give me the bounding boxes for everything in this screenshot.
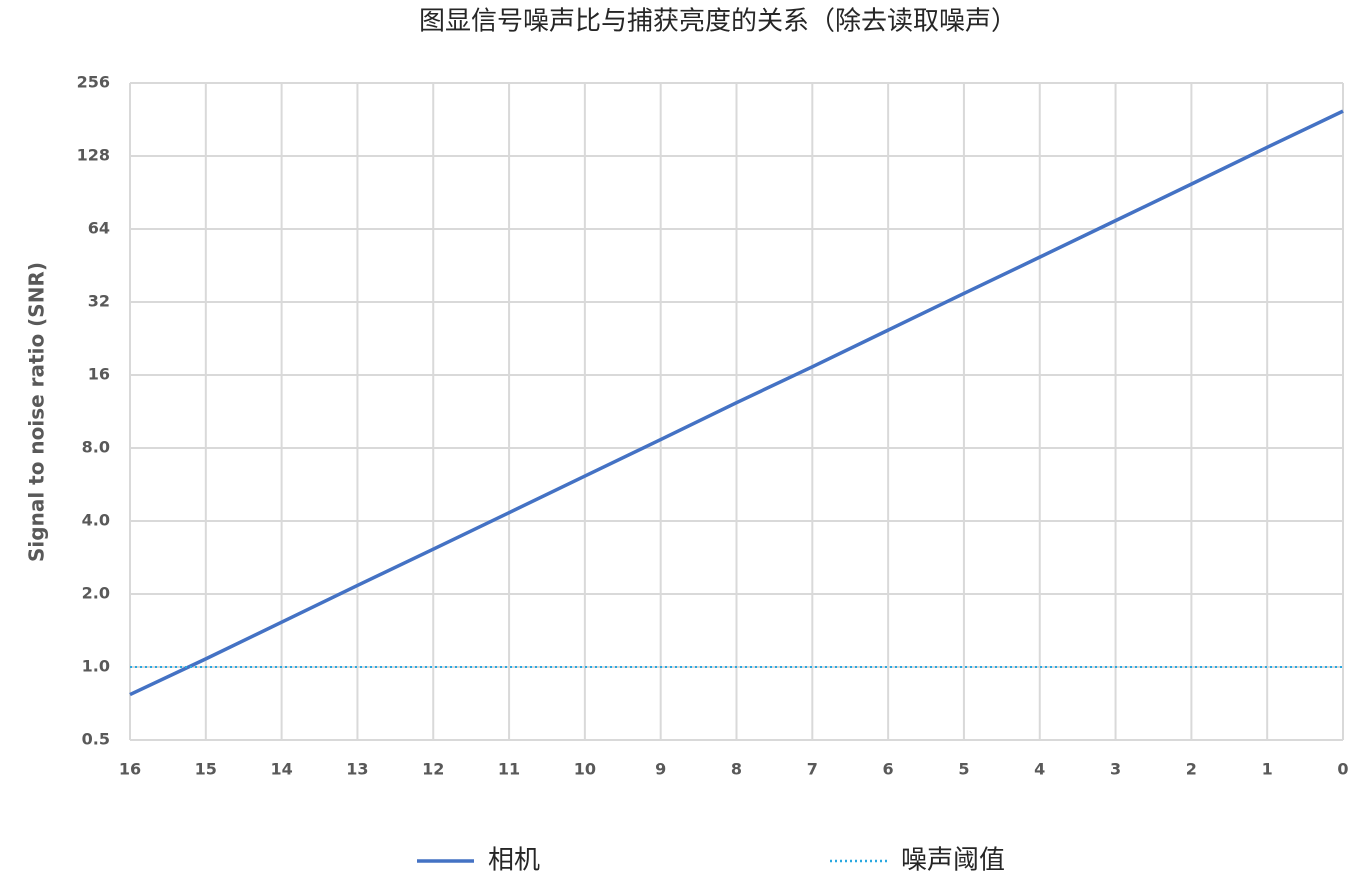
y-tick-label: 2.0 <box>82 584 110 603</box>
x-tick-label: 15 <box>195 760 217 779</box>
y-tick-label: 16 <box>88 365 110 384</box>
y-tick-label: 256 <box>77 73 110 92</box>
x-tick-label: 7 <box>807 760 818 779</box>
x-tick-label: 14 <box>270 760 292 779</box>
y-axis-label: Signal to noise ratio (SNR) <box>25 262 49 562</box>
y-tick-label: 4.0 <box>82 511 110 530</box>
x-tick-label: 0 <box>1337 760 1348 779</box>
y-tick-label: 64 <box>88 219 110 238</box>
x-tick-label: 3 <box>1110 760 1121 779</box>
y-tick-label: 128 <box>77 146 110 165</box>
x-tick-label: 6 <box>883 760 894 779</box>
x-tick-label: 16 <box>119 760 141 779</box>
x-tick-label: 5 <box>958 760 969 779</box>
legend-label: 相机 <box>488 846 540 876</box>
y-tick-label: 32 <box>88 292 110 311</box>
y-tick-label: 1.0 <box>82 657 110 676</box>
x-tick-label: 12 <box>422 760 444 779</box>
x-tick-label: 9 <box>655 760 666 779</box>
x-tick-label: 2 <box>1186 760 1197 779</box>
series-line <box>129 109 1344 697</box>
x-tick-label: 1 <box>1262 760 1273 779</box>
chart-title: 图显信号噪声比与捕获亮度的关系（除去读取噪声） <box>419 7 1017 37</box>
x-tick-label: 10 <box>574 760 596 779</box>
x-tick-label: 11 <box>498 760 520 779</box>
y-tick-label: 0.5 <box>82 730 110 749</box>
legend-label: 噪声阈值 <box>901 846 1005 876</box>
x-tick-label: 8 <box>731 760 742 779</box>
y-tick-label: 8.0 <box>82 438 110 457</box>
x-tick-label: 13 <box>346 760 368 779</box>
x-tick-label: 4 <box>1034 760 1045 779</box>
